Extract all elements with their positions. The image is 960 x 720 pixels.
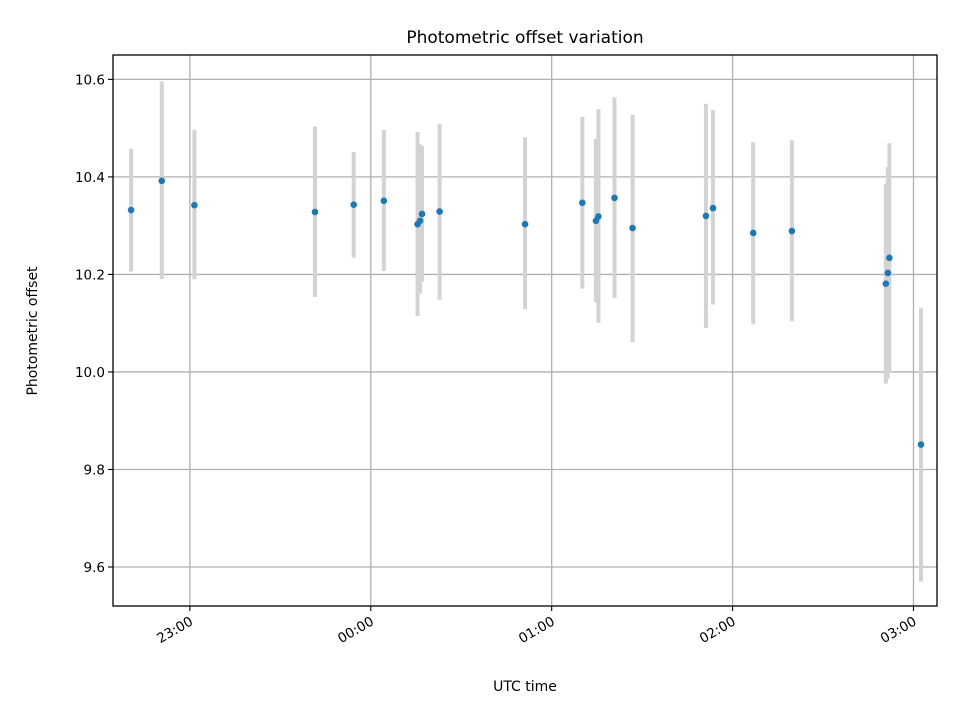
- data-point: [158, 177, 166, 185]
- y-tick-label: 10.0: [75, 365, 105, 381]
- x-axis-label: UTC time: [493, 679, 557, 695]
- y-tick-label: 10.2: [75, 267, 105, 283]
- y-axis-label: Photometric offset: [25, 266, 41, 396]
- chart-title: Photometric offset variation: [406, 28, 643, 48]
- y-tick-label: 9.8: [84, 462, 105, 478]
- data-point: [886, 254, 893, 262]
- data-point: [709, 204, 717, 212]
- data-points: [127, 177, 925, 448]
- data-point: [611, 194, 618, 202]
- data-point: [629, 224, 636, 232]
- data-point: [380, 197, 388, 205]
- data-point: [788, 227, 796, 235]
- data-point: [882, 280, 890, 287]
- data-point: [917, 441, 925, 448]
- data-point: [521, 220, 529, 228]
- data-point: [595, 213, 602, 220]
- data-point: [311, 208, 319, 216]
- plot-frame: [112, 54, 938, 607]
- data-point: [749, 229, 757, 237]
- data-point: [884, 269, 892, 277]
- data-point: [191, 201, 198, 209]
- data-point: [436, 208, 443, 215]
- y-tick-label: 10.4: [75, 170, 105, 186]
- data-point: [350, 201, 357, 208]
- data-point: [418, 210, 426, 218]
- y-tick-label: 10.6: [75, 72, 105, 88]
- data-point: [702, 212, 710, 220]
- data-point: [579, 199, 586, 207]
- y-tick-label: 9.6: [84, 560, 105, 576]
- data-point: [416, 217, 424, 225]
- data-point: [127, 206, 135, 214]
